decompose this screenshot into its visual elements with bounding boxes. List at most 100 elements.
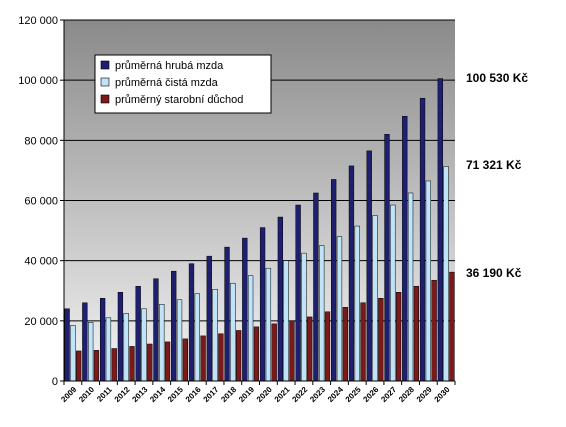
x-tick-label: 2012 bbox=[113, 385, 132, 404]
bar-gross bbox=[171, 270, 177, 382]
x-tick-label: 2024 bbox=[326, 385, 345, 404]
bar-pension bbox=[200, 335, 206, 382]
bar-pension bbox=[253, 326, 260, 382]
x-tick-label: 2023 bbox=[308, 385, 327, 404]
x-tick-label: 2018 bbox=[219, 385, 238, 404]
bar-net bbox=[105, 317, 112, 382]
y-tick-label: 100 000 bbox=[18, 75, 58, 87]
bar-pension bbox=[449, 271, 455, 382]
bar-pension bbox=[129, 346, 135, 382]
bar-gross bbox=[437, 78, 443, 382]
bar-net bbox=[372, 215, 378, 382]
bar-net bbox=[319, 245, 325, 382]
bar-pension bbox=[342, 307, 348, 382]
bar-pension bbox=[289, 320, 295, 382]
bar-net bbox=[443, 166, 449, 382]
x-tick-label: 2010 bbox=[77, 385, 96, 404]
x-tick-label: 2017 bbox=[202, 385, 221, 404]
bar-gross bbox=[188, 263, 195, 382]
legend bbox=[94, 54, 272, 114]
bar-gross bbox=[419, 97, 426, 382]
bar-pension bbox=[413, 285, 420, 382]
x-tick-label: 2022 bbox=[290, 385, 309, 404]
bar-net bbox=[230, 282, 236, 382]
legend-swatch bbox=[100, 77, 110, 87]
bar-pension bbox=[164, 341, 171, 382]
bar-pension bbox=[395, 292, 402, 382]
y-tick-label: 0 bbox=[52, 376, 58, 388]
bar-gross bbox=[402, 116, 408, 382]
bar-pension bbox=[431, 279, 437, 382]
bar-pension bbox=[76, 350, 82, 382]
bar-net bbox=[88, 322, 94, 382]
bar-gross bbox=[331, 179, 337, 382]
bar-net bbox=[123, 313, 129, 382]
legend-swatch bbox=[100, 94, 110, 104]
bar-gross bbox=[82, 302, 88, 382]
y-tick-label: 120 000 bbox=[18, 15, 58, 27]
bar-gross bbox=[99, 298, 106, 382]
y-tick-label: 20 000 bbox=[24, 316, 58, 328]
bar-pension bbox=[218, 333, 224, 382]
bar-net bbox=[265, 267, 272, 382]
bar-net bbox=[407, 192, 414, 382]
x-tick-label: 2019 bbox=[237, 385, 256, 404]
annotation-gross-2030: 100 530 Kč bbox=[466, 71, 529, 85]
bar-gross bbox=[313, 192, 319, 382]
x-tick-label: 2020 bbox=[255, 385, 274, 404]
y-tick-label: 80 000 bbox=[24, 135, 58, 147]
annotation-pension-2030: 36 190 Kč bbox=[466, 266, 522, 280]
annotation-net-2030: 71 321 Kč bbox=[466, 158, 522, 172]
bar-net bbox=[301, 252, 307, 382]
bar-net bbox=[390, 204, 396, 382]
x-tick-label: 2028 bbox=[397, 385, 416, 404]
legend-label: průměrný starobní důchod bbox=[115, 94, 243, 106]
bar-net bbox=[283, 260, 289, 382]
x-tick-label: 2021 bbox=[273, 385, 292, 404]
bar-gross bbox=[366, 150, 372, 382]
bar-net bbox=[212, 289, 218, 382]
bar-pension bbox=[307, 316, 313, 382]
bar-pension bbox=[147, 343, 153, 382]
x-tick-label: 2025 bbox=[344, 385, 363, 404]
bar-gross bbox=[135, 285, 141, 382]
legend-label: průměrná hrubá mzda bbox=[115, 60, 224, 72]
bar-pension bbox=[93, 350, 100, 382]
bar-net bbox=[425, 180, 431, 382]
bar-net bbox=[354, 225, 360, 382]
bar-pension bbox=[111, 348, 117, 382]
x-tick-label: 2027 bbox=[379, 385, 398, 404]
bar-pension bbox=[182, 338, 188, 382]
bar-gross bbox=[242, 237, 248, 382]
bar-pension bbox=[324, 311, 331, 382]
bar-gross bbox=[153, 278, 159, 382]
bar-gross bbox=[224, 246, 230, 382]
bar-gross bbox=[259, 227, 266, 382]
x-tick-label: 2009 bbox=[59, 385, 78, 404]
bar-net bbox=[141, 308, 147, 382]
bar-pension bbox=[378, 298, 384, 382]
y-tick-label: 40 000 bbox=[24, 256, 58, 268]
x-tick-label: 2015 bbox=[166, 385, 185, 404]
x-tick-label: 2029 bbox=[415, 385, 434, 404]
bar-net bbox=[194, 293, 200, 382]
bar-net bbox=[247, 275, 254, 382]
bar-gross bbox=[277, 216, 284, 382]
y-tick-label: 60 000 bbox=[24, 196, 58, 208]
bar-gross bbox=[64, 308, 70, 382]
bar-gross bbox=[206, 255, 212, 382]
x-tick-label: 2013 bbox=[130, 385, 149, 404]
bar-gross bbox=[348, 165, 355, 382]
x-tick-label: 2016 bbox=[184, 385, 203, 404]
x-tick-label: 2011 bbox=[95, 385, 114, 404]
bar-net bbox=[159, 304, 165, 382]
bar-pension bbox=[271, 323, 277, 382]
legend-swatch bbox=[100, 60, 110, 70]
bar-gross bbox=[117, 292, 124, 382]
bar-pension bbox=[360, 302, 366, 382]
bar-net bbox=[336, 236, 343, 382]
bar-gross bbox=[295, 204, 301, 382]
bar-net bbox=[70, 325, 76, 382]
